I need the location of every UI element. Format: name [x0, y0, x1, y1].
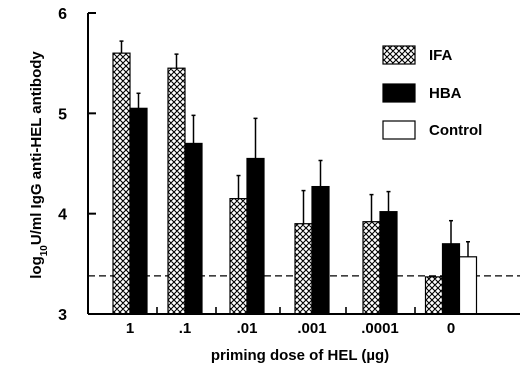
bar-hba-2 — [246, 157, 265, 315]
x-tick-label-1: .1 — [179, 320, 192, 337]
legend: IFA HBA Control — [382, 45, 482, 140]
bar-ifa-3 — [294, 223, 313, 315]
x-tick-label-2: .01 — [237, 320, 258, 337]
x-tick-label-3: .001 — [297, 320, 326, 337]
bar-ifa-4 — [362, 221, 381, 315]
bar-hba-5 — [441, 243, 461, 315]
bar-control-5 — [458, 256, 478, 315]
bar-ifa-0 — [112, 52, 131, 315]
legend-label-ifa: IFA — [429, 47, 453, 64]
legend-swatch-control — [382, 120, 416, 140]
x-axis-title: priming dose of HEL (µg) — [211, 347, 389, 364]
legend-label-control: Control — [429, 122, 482, 139]
bar-hba-1 — [184, 142, 203, 315]
bar-ifa-5 — [424, 276, 444, 315]
x-tick-label-4: .0001 — [361, 320, 399, 337]
x-tick-label-5: 0 — [447, 320, 455, 337]
bar-ifa-2 — [229, 198, 248, 315]
legend-label-hba: HBA — [429, 85, 462, 102]
bar-hba-3 — [311, 185, 330, 315]
bar-hba-0 — [129, 107, 148, 315]
y-tick-label-1: 4 — [58, 207, 67, 224]
bar-hba-4 — [379, 211, 398, 315]
y-axis-title: log10U/ml IgG anti-HEL antibody — [28, 51, 50, 279]
legend-swatch-ifa — [382, 45, 416, 65]
plot-area: 3 4 5 6 1 .1 .01 .001 .0001 0 — [58, 6, 520, 337]
legend-swatch-hba — [382, 83, 416, 103]
y-tick-label-3: 6 — [58, 6, 67, 23]
bar-ifa-1 — [167, 67, 186, 315]
x-tick-label-0: 1 — [126, 320, 134, 337]
y-tick-label-0: 3 — [58, 307, 67, 324]
y-tick-label-2: 5 — [58, 106, 67, 123]
